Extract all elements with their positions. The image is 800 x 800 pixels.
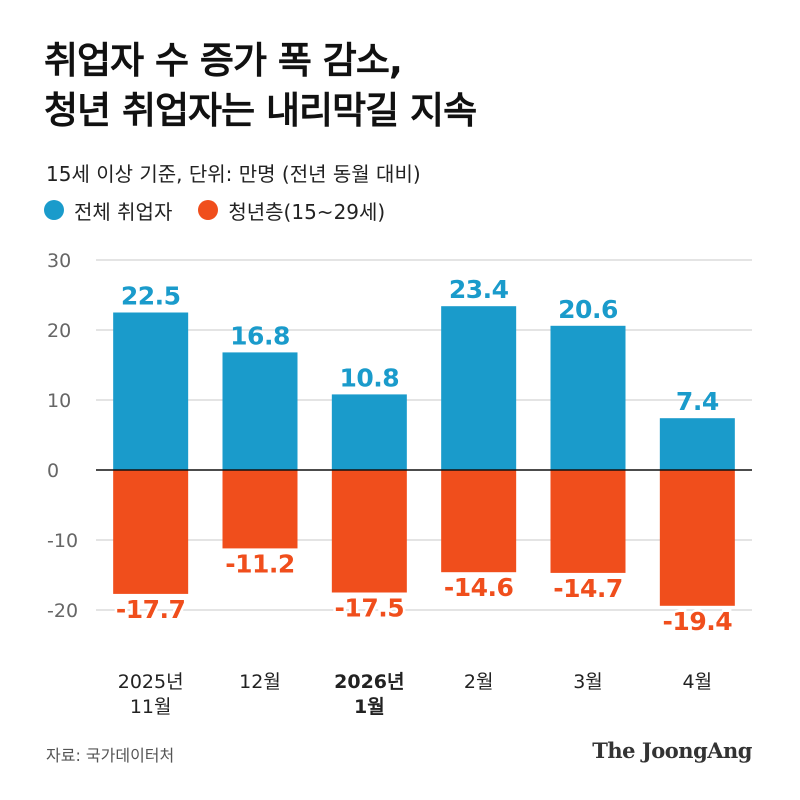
value-label-total: 23.4 <box>449 275 509 304</box>
bar-total <box>113 312 189 470</box>
x-tick-label: 2026년 <box>334 671 404 693</box>
bar-total <box>550 325 626 470</box>
bar-youth <box>550 470 626 573</box>
legend-label-youth: 청년층(15~29세) <box>228 199 386 224</box>
y-tick-label: -10 <box>47 530 78 552</box>
legend-label-total: 전체 취업자 <box>74 199 173 224</box>
value-label-youth: -14.6 <box>444 573 514 602</box>
bar-total <box>659 418 735 470</box>
x-tick-label: 1월 <box>354 696 385 718</box>
value-label-youth: -11.2 <box>225 549 295 578</box>
x-tick-label: 2025년 <box>118 671 184 693</box>
legend: 전체 취업자 청년층(15~29세) <box>44 196 411 224</box>
bar-total <box>222 352 298 470</box>
value-label-youth: -17.5 <box>335 594 405 623</box>
legend-item-total: 전체 취업자 <box>44 196 172 225</box>
y-tick-label: 20 <box>47 320 71 342</box>
y-tick-label: -20 <box>47 600 78 622</box>
value-label-total: 20.6 <box>558 295 618 324</box>
bar-total <box>331 394 407 470</box>
bar-total <box>441 306 517 470</box>
legend-dot-total <box>44 200 64 220</box>
y-tick-label: 0 <box>47 460 59 482</box>
y-tick-label: 10 <box>47 390 71 412</box>
bar-youth <box>659 470 735 606</box>
bar-youth <box>441 470 517 573</box>
x-tick-label: 12월 <box>239 671 281 693</box>
x-tick-label: 11월 <box>130 696 172 718</box>
value-label-youth: -17.7 <box>116 595 186 624</box>
value-label-total: 10.8 <box>339 363 399 392</box>
source-note: 자료: 국가데이터처 <box>46 746 175 765</box>
value-label-youth: -14.7 <box>553 574 623 603</box>
value-label-total: 22.5 <box>121 282 181 311</box>
brand-logo: The JoongAng <box>592 738 752 763</box>
x-tick-label: 2월 <box>464 671 494 693</box>
bar-youth <box>331 470 407 593</box>
x-tick-label: 4월 <box>683 671 713 693</box>
value-label-total: 7.4 <box>676 387 719 416</box>
chart-subtitle: 15세 이상 기준, 단위: 만명 (전년 동월 대비) <box>46 162 421 186</box>
x-tick-label: 3월 <box>573 671 603 693</box>
value-label-total: 16.8 <box>230 321 290 350</box>
title-line-2: 청년 취업자는 내리막길 지속 <box>44 89 477 132</box>
legend-item-youth: 청년층(15~29세) <box>198 196 385 225</box>
title-line-1: 취업자 수 증가 폭 감소, <box>44 39 403 82</box>
bar-youth <box>222 470 298 549</box>
bar-youth <box>113 470 189 594</box>
legend-dot-youth <box>198 200 219 220</box>
chart-title: 취업자 수 증가 폭 감소, 청년 취업자는 내리막길 지속 <box>44 36 764 136</box>
y-tick-label: 30 <box>47 250 71 272</box>
value-label-youth: -19.4 <box>663 607 733 636</box>
